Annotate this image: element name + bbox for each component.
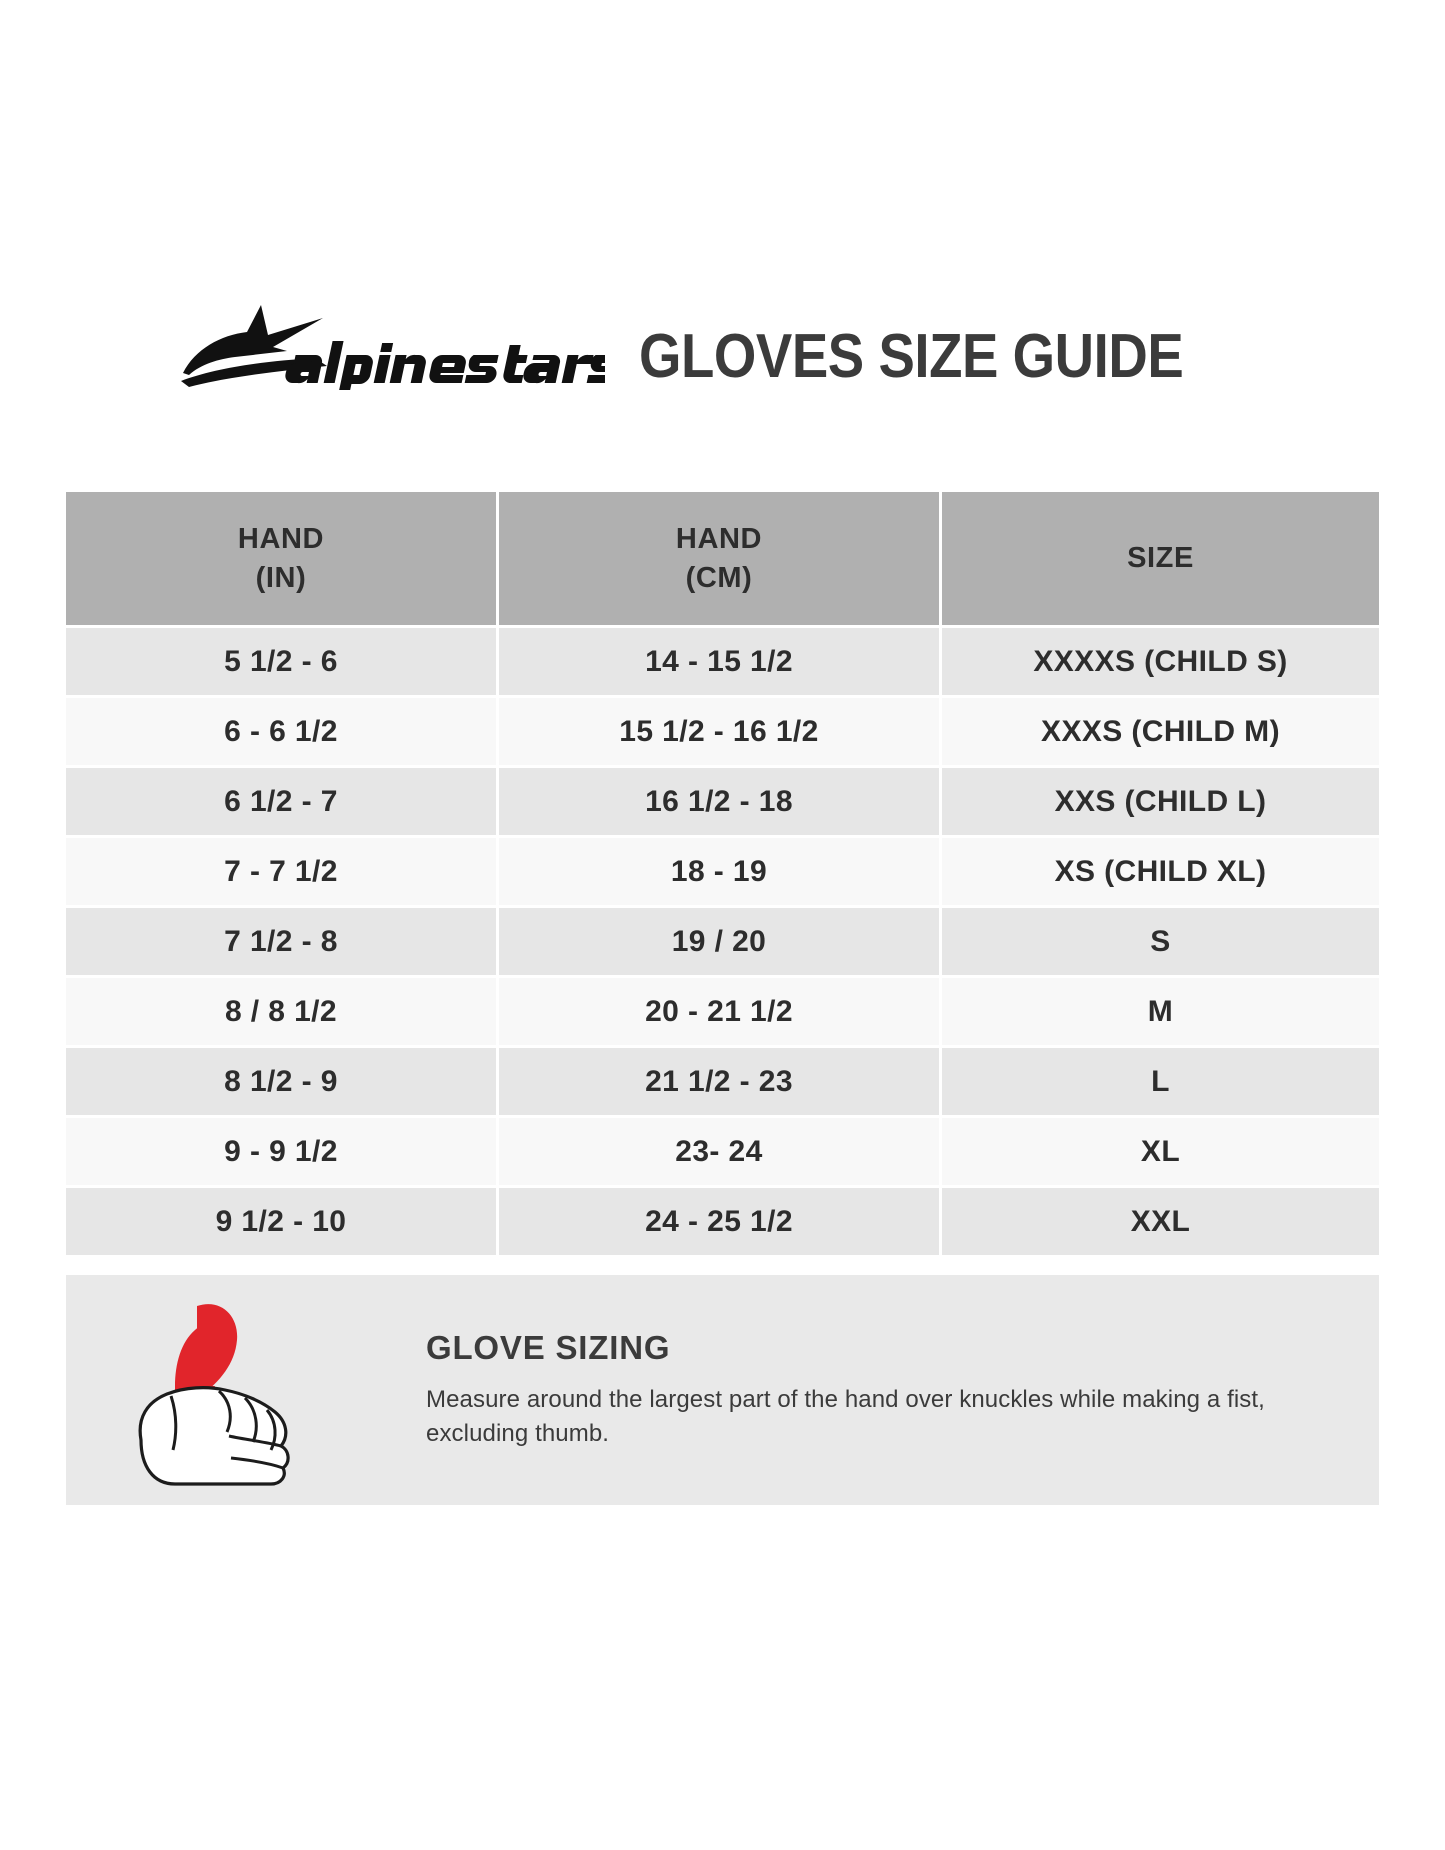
table-row: 8 1/2 - 9 21 1/2 - 23 L (66, 1045, 1379, 1115)
page-title: GLOVES SIZE GUIDE (639, 321, 1184, 391)
alpinestars-logo (175, 295, 605, 390)
column-header-hand-cm: HAND (CM) (499, 492, 942, 625)
cell-size: XS (CHILD XL) (942, 835, 1379, 905)
cell-hand-cm: 16 1/2 - 18 (499, 765, 942, 835)
cell-hand-cm: 20 - 21 1/2 (499, 975, 942, 1045)
info-body: Measure around the largest part of the h… (426, 1385, 1265, 1447)
cell-hand-in: 9 - 9 1/2 (66, 1115, 499, 1185)
cell-hand-cm: 18 - 19 (499, 835, 942, 905)
glove-sizing-info-box: GLOVE SIZING Measure around the largest … (66, 1275, 1379, 1505)
cell-hand-in: 5 1/2 - 6 (66, 625, 499, 695)
info-title: GLOVE SIZING (426, 1328, 671, 1366)
column-header-line2: (IN) (255, 561, 307, 594)
table-row: 6 - 6 1/2 15 1/2 - 16 1/2 XXXS (CHILD M) (66, 695, 1379, 765)
cell-size: L (942, 1045, 1379, 1115)
table-header-row: HAND (IN) HAND (CM) SIZE (66, 492, 1379, 625)
table-row: 7 - 7 1/2 18 - 19 XS (CHILD XL) (66, 835, 1379, 905)
cell-size: S (942, 905, 1379, 975)
fist-with-tape-measure-icon (111, 1290, 376, 1490)
column-header-size: SIZE (942, 492, 1379, 625)
cell-hand-cm: 21 1/2 - 23 (499, 1045, 942, 1115)
cell-size: XXL (942, 1185, 1379, 1255)
cell-size: XXXS (CHILD M) (942, 695, 1379, 765)
cell-hand-in: 6 - 6 1/2 (66, 695, 499, 765)
cell-size: XL (942, 1115, 1379, 1185)
cell-size: M (942, 975, 1379, 1045)
column-header-line1: HAND (675, 523, 763, 556)
cell-hand-in: 8 1/2 - 9 (66, 1045, 499, 1115)
column-header-line2: (CM) (685, 561, 753, 594)
cell-hand-cm: 19 / 20 (499, 905, 942, 975)
cell-size: XXXXS (CHILD S) (942, 625, 1379, 695)
table-row: 8 / 8 1/2 20 - 21 1/2 M (66, 975, 1379, 1045)
column-header-line1: HAND (237, 523, 325, 556)
table-row: 6 1/2 - 7 16 1/2 - 18 XXS (CHILD L) (66, 765, 1379, 835)
column-header-line1: SIZE (1127, 542, 1194, 575)
table-row: 9 - 9 1/2 23- 24 XL (66, 1115, 1379, 1185)
column-header-hand-in: HAND (IN) (66, 492, 499, 625)
page-header: GLOVES SIZE GUIDE (175, 290, 1275, 390)
glove-sizing-text-block: GLOVE SIZING Measure around the largest … (426, 1329, 1326, 1451)
cell-hand-in: 7 1/2 - 8 (66, 905, 499, 975)
cell-hand-in: 9 1/2 - 10 (66, 1185, 499, 1255)
table-row: 5 1/2 - 6 14 - 15 1/2 XXXXS (CHILD S) (66, 625, 1379, 695)
cell-hand-cm: 15 1/2 - 16 1/2 (499, 695, 942, 765)
cell-hand-in: 6 1/2 - 7 (66, 765, 499, 835)
cell-hand-cm: 23- 24 (499, 1115, 942, 1185)
cell-hand-cm: 14 - 15 1/2 (499, 625, 942, 695)
cell-hand-in: 7 - 7 1/2 (66, 835, 499, 905)
cell-hand-in: 8 / 8 1/2 (66, 975, 499, 1045)
cell-hand-cm: 24 - 25 1/2 (499, 1185, 942, 1255)
size-chart-table: HAND (IN) HAND (CM) SIZE 5 1/2 - 6 14 - … (66, 492, 1379, 1255)
table-row: 7 1/2 - 8 19 / 20 S (66, 905, 1379, 975)
table-row: 9 1/2 - 10 24 - 25 1/2 XXL (66, 1185, 1379, 1255)
cell-size: XXS (CHILD L) (942, 765, 1379, 835)
